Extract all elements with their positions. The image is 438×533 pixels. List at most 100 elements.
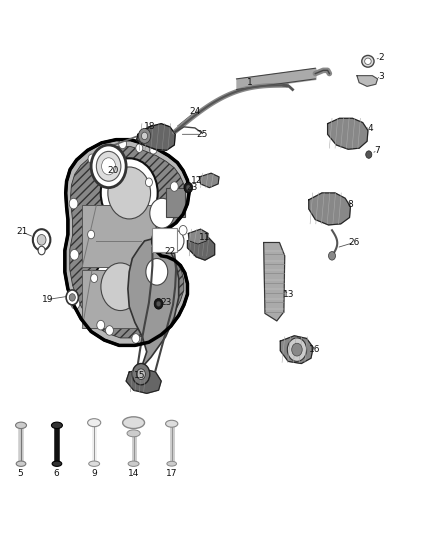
Ellipse shape xyxy=(166,420,178,427)
Circle shape xyxy=(154,298,163,309)
Circle shape xyxy=(292,343,302,356)
Circle shape xyxy=(119,139,127,149)
FancyBboxPatch shape xyxy=(82,270,155,328)
Circle shape xyxy=(328,252,336,260)
Ellipse shape xyxy=(88,461,99,466)
Circle shape xyxy=(88,230,95,239)
Polygon shape xyxy=(199,173,219,188)
Circle shape xyxy=(152,229,171,253)
Text: 20: 20 xyxy=(107,166,119,175)
Text: 8: 8 xyxy=(347,200,353,208)
Polygon shape xyxy=(187,236,215,260)
Polygon shape xyxy=(188,229,208,244)
Polygon shape xyxy=(137,124,175,150)
Text: 23: 23 xyxy=(186,183,198,192)
Ellipse shape xyxy=(16,422,27,429)
Ellipse shape xyxy=(364,58,371,64)
Text: 9: 9 xyxy=(91,469,97,478)
Circle shape xyxy=(179,225,187,235)
Circle shape xyxy=(33,229,50,251)
Circle shape xyxy=(145,178,152,187)
Circle shape xyxy=(93,254,148,320)
Ellipse shape xyxy=(16,461,26,466)
Polygon shape xyxy=(357,76,378,86)
Circle shape xyxy=(156,301,161,306)
Ellipse shape xyxy=(52,461,62,466)
Ellipse shape xyxy=(52,422,63,429)
Text: 12: 12 xyxy=(191,176,203,184)
Text: 22: 22 xyxy=(164,247,176,256)
Circle shape xyxy=(38,246,45,255)
FancyBboxPatch shape xyxy=(166,188,185,217)
Circle shape xyxy=(69,294,75,301)
Circle shape xyxy=(37,235,46,245)
Text: 17: 17 xyxy=(166,469,177,478)
Text: 23: 23 xyxy=(161,298,172,307)
Text: 16: 16 xyxy=(309,345,320,353)
Circle shape xyxy=(150,198,174,228)
Circle shape xyxy=(71,298,80,309)
Circle shape xyxy=(106,326,113,335)
Text: 19: 19 xyxy=(42,295,53,304)
Circle shape xyxy=(136,144,143,152)
Circle shape xyxy=(366,151,372,158)
Circle shape xyxy=(132,334,140,343)
Text: 26: 26 xyxy=(348,238,360,247)
Circle shape xyxy=(91,145,126,188)
Ellipse shape xyxy=(123,417,145,429)
Polygon shape xyxy=(328,118,368,149)
Text: 4: 4 xyxy=(367,125,373,133)
Circle shape xyxy=(91,274,98,282)
Circle shape xyxy=(70,249,79,260)
Circle shape xyxy=(184,182,193,193)
Circle shape xyxy=(101,263,140,311)
Circle shape xyxy=(97,320,105,330)
Text: 21: 21 xyxy=(16,228,28,236)
Ellipse shape xyxy=(88,419,101,426)
Ellipse shape xyxy=(127,430,140,437)
Circle shape xyxy=(96,151,121,181)
Ellipse shape xyxy=(167,461,177,466)
Text: 6: 6 xyxy=(53,469,59,478)
Circle shape xyxy=(287,338,307,361)
Polygon shape xyxy=(309,193,350,225)
Text: 11: 11 xyxy=(199,233,211,241)
Polygon shape xyxy=(264,243,285,321)
Text: 2: 2 xyxy=(378,53,384,62)
Polygon shape xyxy=(70,147,185,338)
Text: 7: 7 xyxy=(374,146,381,155)
Text: 25: 25 xyxy=(197,130,208,139)
Circle shape xyxy=(146,259,168,285)
Text: 13: 13 xyxy=(283,290,295,298)
Text: 14: 14 xyxy=(128,469,139,478)
Polygon shape xyxy=(128,239,179,374)
Circle shape xyxy=(101,158,158,228)
Circle shape xyxy=(138,128,151,143)
Circle shape xyxy=(141,132,148,140)
Polygon shape xyxy=(65,140,189,345)
Circle shape xyxy=(186,185,191,190)
Ellipse shape xyxy=(362,55,374,67)
Circle shape xyxy=(137,369,145,379)
Circle shape xyxy=(166,230,184,252)
Text: 1: 1 xyxy=(247,78,253,87)
Circle shape xyxy=(108,167,151,219)
Circle shape xyxy=(170,182,178,191)
Ellipse shape xyxy=(128,461,139,466)
Circle shape xyxy=(69,198,78,209)
FancyBboxPatch shape xyxy=(82,205,155,266)
Circle shape xyxy=(149,144,157,154)
Circle shape xyxy=(66,290,78,305)
Polygon shape xyxy=(126,369,161,393)
Text: 5: 5 xyxy=(17,469,23,478)
Circle shape xyxy=(88,154,96,164)
Circle shape xyxy=(156,235,166,247)
Text: 15: 15 xyxy=(134,372,146,380)
Polygon shape xyxy=(280,336,313,364)
Text: 18: 18 xyxy=(144,123,155,131)
FancyBboxPatch shape xyxy=(152,228,177,252)
Text: 3: 3 xyxy=(378,72,384,80)
Text: 24: 24 xyxy=(189,108,201,116)
Circle shape xyxy=(102,158,116,175)
Circle shape xyxy=(132,364,150,385)
